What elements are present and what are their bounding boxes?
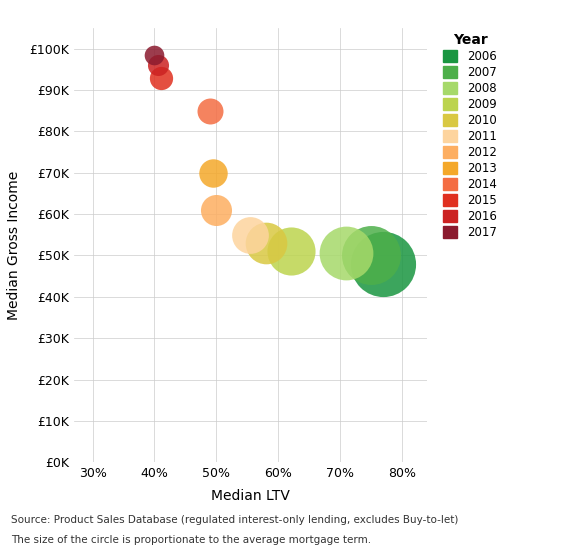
Point [366, 251, 376, 260]
Point [205, 106, 215, 115]
Point [246, 230, 255, 239]
Text: The size of the circle is proportionate to the average mortgage term.: The size of the circle is proportionate … [11, 535, 372, 545]
Point [286, 247, 295, 256]
Text: Source: Product Sales Database (regulated interest-only lending, excludes Buy-to: Source: Product Sales Database (regulate… [11, 515, 459, 525]
Point [153, 61, 162, 70]
X-axis label: Median LTV: Median LTV [211, 488, 290, 502]
Point [209, 168, 218, 177]
Point [150, 50, 159, 59]
Y-axis label: Median Gross Income: Median Gross Income [7, 170, 21, 320]
Point [379, 259, 388, 268]
Legend: 2006, 2007, 2008, 2009, 2010, 2011, 2012, 2013, 2014, 2015, 2016, 2017: 2006, 2007, 2008, 2009, 2010, 2011, 2012… [440, 30, 500, 242]
Point [156, 73, 165, 82]
Point [342, 249, 351, 258]
Point [212, 206, 221, 214]
Point [261, 238, 270, 247]
